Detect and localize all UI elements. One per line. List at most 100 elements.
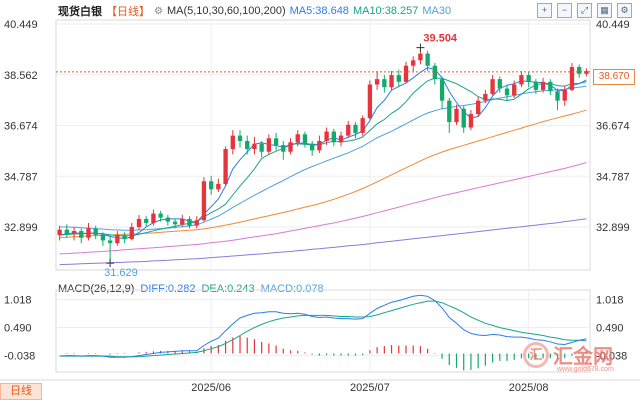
- macd-diff-value: DIFF:0.282: [140, 283, 196, 295]
- candle-body: [382, 79, 387, 88]
- macd-label: MACD(26,12,9): [58, 283, 135, 295]
- candle: [396, 69, 401, 88]
- period-tab[interactable]: 日线: [0, 383, 42, 400]
- gear-icon[interactable]: ⚙: [154, 5, 163, 17]
- candle: [353, 122, 358, 139]
- candle: [237, 130, 243, 148]
- price-tick-left: 32.899: [4, 222, 38, 234]
- candle: [317, 135, 322, 154]
- candle: [454, 104, 459, 125]
- candle-body: [548, 81, 553, 92]
- candle: [577, 64, 582, 78]
- candle-body: [367, 84, 373, 119]
- fullscreen-icon[interactable]: ⤢: [577, 3, 592, 18]
- candle-body: [266, 138, 272, 152]
- high-label: 39.504: [423, 33, 458, 45]
- ma100-line: [59, 162, 587, 255]
- candle-body: [281, 145, 286, 152]
- watermark: 汇 汇金网 www.gold678.com: [523, 340, 614, 373]
- candle: [519, 71, 524, 88]
- candle: [172, 218, 178, 229]
- ma-label: MA(5,10,30,60,100,200): [166, 5, 286, 17]
- candle: [57, 225, 62, 241]
- candle-body: [338, 135, 344, 143]
- candle: [71, 226, 77, 241]
- candle-body: [71, 231, 77, 234]
- zoom-out-icon[interactable]: −: [557, 3, 572, 18]
- candle: [338, 131, 344, 147]
- candle: [151, 209, 156, 226]
- candle-body: [273, 138, 279, 145]
- candle-body: [230, 135, 235, 150]
- candle: [562, 85, 567, 107]
- candle: [144, 216, 149, 227]
- candle-body: [79, 231, 84, 238]
- candle-body: [223, 149, 228, 184]
- candle: [461, 106, 466, 133]
- candle-body: [295, 134, 300, 143]
- price-tick-left: 36.674: [4, 121, 38, 133]
- candle: [266, 134, 272, 155]
- ma5-line: [59, 67, 587, 240]
- ma30-value: MA30: [422, 5, 452, 17]
- candle: [512, 80, 517, 98]
- price-tick-right: 34.787: [596, 171, 630, 183]
- candle-body: [158, 213, 163, 218]
- ma200-line: [59, 218, 587, 266]
- candle: [540, 77, 546, 93]
- candle: [122, 232, 127, 244]
- candle: [230, 130, 235, 155]
- date-tick: 2025/08: [509, 382, 549, 394]
- candle-body: [504, 88, 510, 96]
- candle: [447, 97, 452, 133]
- period-selector[interactable]: 【日线】: [106, 6, 150, 18]
- layout-icon[interactable]: ▦: [597, 3, 612, 18]
- candle-body: [129, 226, 134, 240]
- candle: [136, 214, 142, 230]
- candle: [107, 236, 113, 262]
- candle-body: [519, 75, 524, 85]
- candle-body: [317, 140, 322, 151]
- chart-header: 现货白银 【日线】 ⚙ MA(5,10,30,60,100,200) MA5:3…: [58, 4, 451, 18]
- candle: [432, 63, 438, 85]
- ma10-line: [59, 77, 587, 237]
- candle: [584, 68, 589, 77]
- candle-body: [107, 240, 113, 244]
- candle-body: [577, 67, 582, 74]
- candle: [252, 136, 257, 155]
- candle-body: [533, 81, 539, 90]
- macd-tick-right: 0.490: [596, 323, 624, 335]
- candle-body: [584, 71, 589, 74]
- price-tick-left: 38.562: [4, 70, 38, 82]
- candle-body: [562, 89, 567, 101]
- candle-body: [555, 91, 560, 101]
- candle-body: [302, 134, 308, 144]
- watermark-text: 汇金网: [553, 346, 613, 368]
- candle: [288, 138, 293, 155]
- candle-body: [389, 75, 394, 88]
- candle-body: [461, 108, 466, 128]
- zoom-in-icon[interactable]: +: [537, 3, 552, 18]
- candle-body: [540, 81, 546, 90]
- candle-body: [237, 135, 243, 141]
- candle: [259, 140, 264, 158]
- candle-body: [439, 79, 445, 101]
- candle: [223, 146, 228, 186]
- candle: [497, 76, 502, 93]
- settings-icon[interactable]: ⚙: [617, 3, 632, 18]
- candle-body: [115, 235, 120, 244]
- candle: [273, 132, 279, 151]
- candle: [504, 84, 510, 101]
- candle-body: [86, 228, 91, 238]
- main-panel-frame: [55, 19, 591, 271]
- dea-line: [59, 300, 587, 358]
- diff-line: [59, 294, 587, 358]
- watermark-logo-icon: 汇: [523, 341, 549, 368]
- price-tick-right: 32.899: [596, 222, 630, 234]
- candle: [245, 135, 250, 155]
- candle: [548, 79, 553, 96]
- candle: [374, 71, 380, 90]
- candle-body: [490, 79, 495, 94]
- date-tick: 2025/07: [350, 382, 390, 394]
